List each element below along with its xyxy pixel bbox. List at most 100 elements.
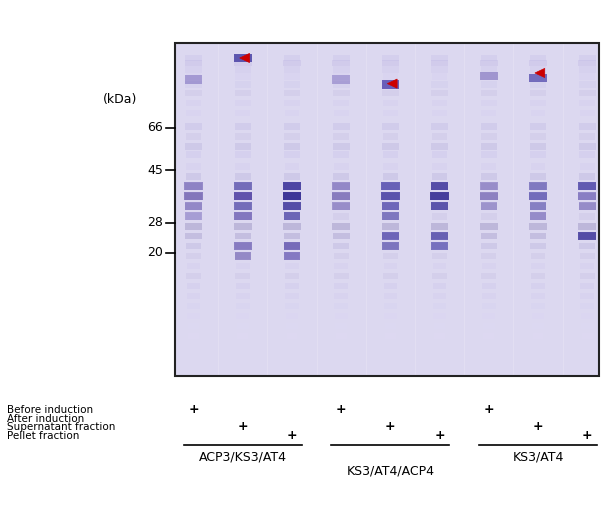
Bar — [480, 192, 498, 200]
Bar — [384, 323, 396, 329]
Bar — [431, 232, 448, 240]
Bar — [187, 293, 200, 300]
Bar — [185, 182, 203, 190]
Bar — [186, 109, 201, 116]
Bar — [481, 233, 497, 240]
Bar — [235, 183, 251, 189]
Bar — [530, 243, 546, 249]
Bar — [381, 192, 400, 200]
Bar — [530, 233, 546, 240]
Bar — [481, 133, 497, 140]
Bar — [530, 213, 546, 220]
Bar — [185, 81, 202, 88]
Text: KS3/AT4/ACP4: KS3/AT4/ACP4 — [346, 464, 435, 477]
Bar — [482, 263, 496, 269]
Bar — [481, 272, 496, 279]
Bar — [284, 253, 299, 259]
Bar — [434, 323, 446, 329]
Text: +: + — [287, 429, 297, 442]
Bar — [284, 242, 300, 251]
Bar — [433, 282, 446, 289]
Bar — [334, 263, 348, 269]
Bar — [335, 313, 348, 320]
Bar — [532, 323, 544, 329]
Bar — [433, 313, 446, 320]
Bar — [481, 123, 497, 130]
Bar — [531, 293, 545, 300]
Bar — [382, 202, 399, 210]
Bar — [235, 73, 251, 79]
Bar — [332, 75, 350, 84]
Bar — [530, 73, 546, 79]
Bar — [432, 54, 448, 61]
Bar — [579, 89, 595, 96]
Bar — [384, 293, 397, 300]
Text: +: + — [336, 403, 346, 416]
Bar — [579, 183, 595, 189]
Bar — [235, 143, 251, 150]
Bar — [529, 60, 547, 66]
Bar — [579, 66, 595, 73]
Bar — [579, 203, 595, 210]
Bar — [285, 303, 299, 310]
Bar — [432, 73, 447, 79]
Bar — [334, 163, 349, 169]
Bar — [186, 243, 202, 249]
Bar — [481, 109, 496, 116]
Bar — [284, 123, 300, 130]
Bar — [481, 81, 497, 88]
Bar — [332, 182, 351, 190]
Bar — [332, 202, 350, 210]
Bar — [580, 163, 595, 169]
Bar — [481, 54, 497, 61]
Bar — [284, 133, 300, 140]
Bar — [530, 183, 546, 189]
Bar — [530, 133, 546, 140]
Bar — [382, 223, 399, 230]
Bar — [382, 242, 399, 251]
Bar — [234, 60, 251, 66]
Bar — [235, 252, 251, 260]
Bar — [581, 323, 593, 329]
Bar — [579, 99, 595, 106]
Bar — [283, 192, 301, 200]
Bar — [188, 333, 199, 339]
Bar — [481, 253, 496, 259]
Bar — [235, 173, 251, 179]
Bar — [286, 313, 299, 320]
Bar — [579, 223, 596, 230]
Bar — [234, 242, 251, 251]
Bar — [531, 253, 546, 259]
Bar — [580, 253, 595, 259]
Bar — [185, 89, 202, 96]
Bar — [382, 212, 399, 220]
Bar — [186, 173, 202, 179]
Bar — [334, 109, 349, 116]
Bar — [432, 272, 447, 279]
Bar — [432, 213, 447, 220]
Bar — [531, 109, 546, 116]
Polygon shape — [535, 69, 545, 77]
Bar — [383, 133, 398, 140]
Bar — [284, 212, 300, 220]
Bar — [283, 193, 301, 200]
Bar — [481, 99, 497, 106]
Bar — [579, 192, 596, 200]
Bar — [579, 151, 595, 158]
Bar — [185, 233, 202, 240]
Bar — [481, 183, 497, 189]
Bar — [384, 303, 397, 310]
Bar — [333, 133, 349, 140]
Bar — [333, 143, 349, 150]
Bar — [432, 66, 448, 73]
Bar — [530, 99, 546, 106]
Bar — [286, 323, 298, 329]
Bar — [531, 282, 545, 289]
Bar — [234, 192, 252, 200]
Bar — [432, 143, 448, 150]
Bar — [235, 133, 251, 140]
Polygon shape — [240, 53, 249, 63]
Bar — [481, 163, 496, 169]
Bar — [186, 133, 202, 140]
Bar — [284, 54, 300, 61]
